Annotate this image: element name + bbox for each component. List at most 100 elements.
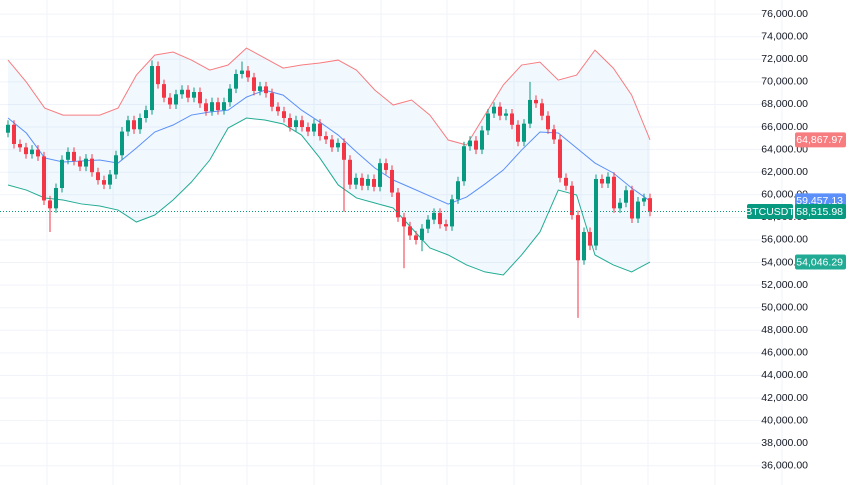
candle-body [48,200,52,209]
candle-body [276,106,280,112]
y-tick-label: 52,000.00 [761,279,808,291]
candle-body [348,159,352,185]
candle-body [444,224,448,227]
candle-body [42,156,46,201]
y-tick-label: 42,000.00 [761,392,808,404]
y-tick-label: 76,000.00 [761,8,808,20]
candle-body [216,102,220,111]
candle-body [174,94,178,105]
candle-body [228,88,232,103]
y-tick-label: 62,000.00 [761,166,808,178]
candle-body [336,142,340,148]
candle-body [324,136,328,140]
candle-body [606,176,610,184]
price-tag [795,204,846,220]
candle-body [390,169,394,193]
y-tick-label: 48,000.00 [761,324,808,336]
candle-body [60,159,64,189]
candle-body [438,212,442,225]
candle-body [474,140,478,150]
candle-body [354,177,358,185]
candle-body [534,99,538,104]
candle-body [108,174,112,185]
candle-body [204,103,208,112]
candle-body [180,89,184,95]
y-tick-label: 44,000.00 [761,369,808,381]
candle-body [282,111,286,119]
candle-body [66,151,70,160]
y-tick-label: 50,000.00 [761,301,808,313]
y-tick-label: 66,000.00 [761,121,808,133]
candle-body [240,70,244,74]
candle-body [636,201,640,219]
band-fill [8,48,650,275]
candle-body [408,226,412,236]
candle-body [24,147,28,155]
candle-body [168,97,172,105]
candle-body [522,123,526,142]
candle-body [6,124,10,133]
candle-body [480,130,484,150]
candle-body [432,212,436,220]
candle-body [132,120,136,130]
candle-body [144,110,148,119]
candle-body [624,190,628,203]
y-tick-label: 46,000.00 [761,347,808,359]
candle-body [582,232,586,261]
candle-body [552,129,556,140]
candle-body [138,118,142,130]
candle-body [12,124,16,144]
candle-body [528,99,532,124]
candle-body [576,215,580,261]
candle-body [78,160,82,167]
candle-body [270,93,274,107]
candle-body [186,89,190,98]
candle-body [402,217,406,227]
candle-body [246,70,250,78]
y-tick-label: 38,000.00 [761,437,808,449]
candle-body [84,158,88,167]
candle-body [342,142,346,160]
candle-body [150,66,154,111]
candle-body [510,113,514,125]
candle-body [372,178,376,187]
candle-body [588,232,592,246]
candle-body [96,172,100,181]
candle-body [366,178,370,186]
candle-body [564,177,568,186]
candle-body [570,185,574,216]
candle-body [330,139,334,148]
candle-body [420,228,424,240]
candle-body [378,163,382,187]
candle-body [450,199,454,227]
candle-body [312,123,316,132]
band-line [7,47,651,146]
candle-body [504,113,508,116]
candle-body [120,131,124,156]
y-tick-label: 74,000.00 [761,30,808,42]
candle-body [156,66,160,85]
candle-body [30,149,34,155]
candle-body [264,86,268,94]
candle-body [90,158,94,173]
y-tick-label: 70,000.00 [761,76,808,88]
y-tick-label: 68,000.00 [761,98,808,110]
candle-body [396,192,400,218]
price-tag [795,132,846,148]
candle-body [54,188,58,209]
candle-body [612,176,616,209]
candle-body [18,143,22,148]
candle-body [210,102,214,112]
y-tick-label: 40,000.00 [761,414,808,426]
candle-body [486,113,490,131]
band-line [7,117,651,276]
candle-body [384,163,388,170]
candle-body [462,146,466,182]
symbol-label: BTCUSDT [745,206,795,218]
candle-body [546,115,550,130]
candle-body [72,151,76,161]
candle-body [360,177,364,186]
candle-body [630,190,634,219]
candle-body [558,139,562,178]
